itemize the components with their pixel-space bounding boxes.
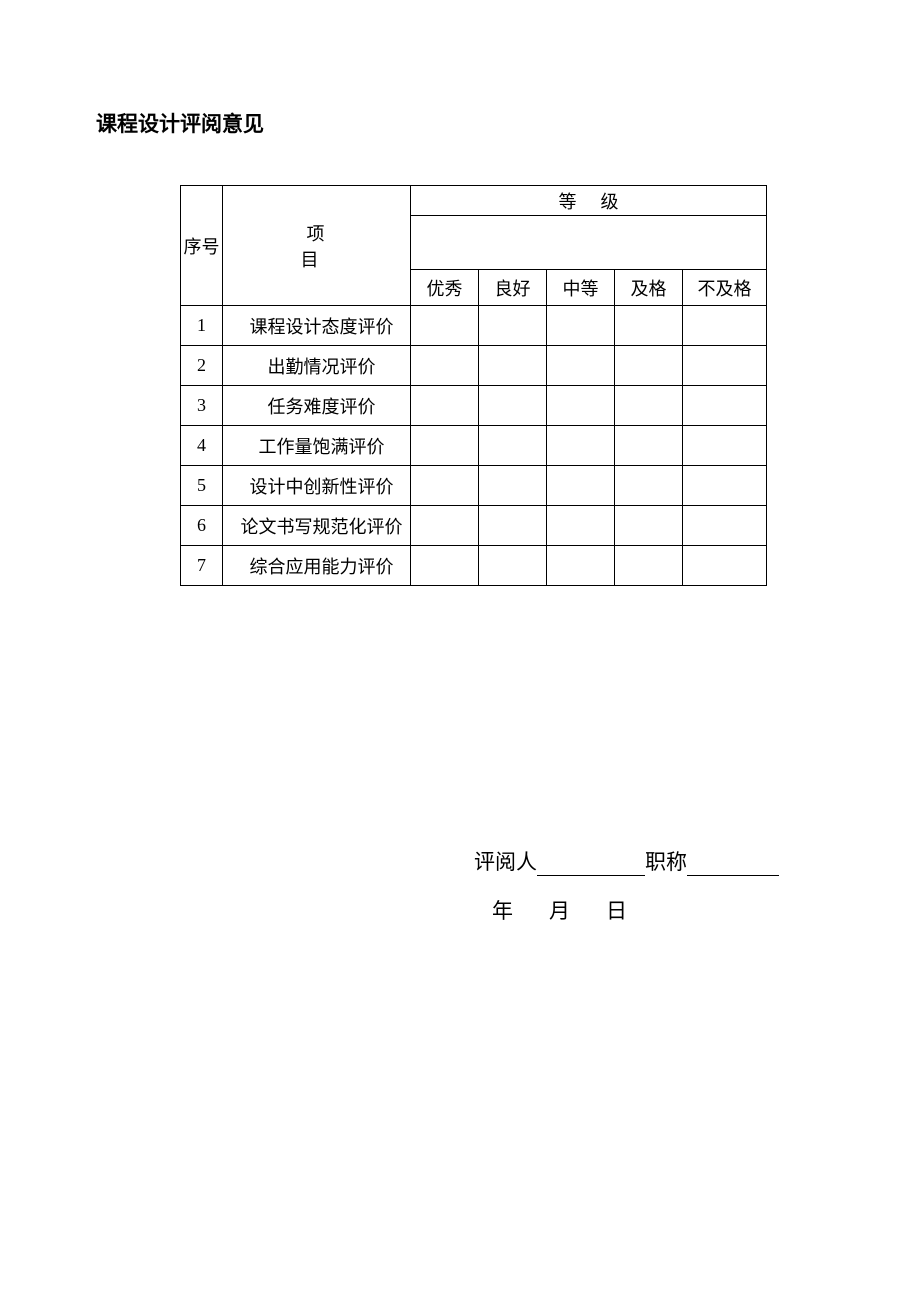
grade-cell[interactable] [683,306,767,346]
row-seq: 1 [181,306,223,346]
header-seq: 序号 [181,186,223,306]
table-row: 7 综合应用能力评价 [181,546,767,586]
date-month: 月 [549,899,570,923]
title-label: 职称 [645,850,687,874]
date-year: 年 [492,899,513,923]
grade-cell[interactable] [479,546,547,586]
row-label: 设计中创新性评价 [223,466,411,506]
row-seq: 6 [181,506,223,546]
grade-cell[interactable] [479,506,547,546]
table-row: 2 出勤情况评价 [181,346,767,386]
title-blank[interactable] [687,855,779,876]
grade-cell[interactable] [683,346,767,386]
grade-cell[interactable] [479,426,547,466]
grade-cell[interactable] [411,386,479,426]
row-seq: 7 [181,546,223,586]
reviewer-label: 评阅人 [474,850,537,874]
grade-cell[interactable] [547,466,615,506]
row-label: 课程设计态度评价 [223,306,411,346]
grade-cell[interactable] [683,506,767,546]
grade-cell[interactable] [683,546,767,586]
table-row: 3 任务难度评价 [181,386,767,426]
grade-cell[interactable] [411,346,479,386]
grade-cell[interactable] [411,506,479,546]
grade-cell[interactable] [411,306,479,346]
page-title: 课程设计评阅意见 [96,108,264,138]
grade-cell[interactable] [411,546,479,586]
header-grade: 等级 [411,186,767,216]
grade-col-1: 良好 [479,270,547,306]
row-label: 综合应用能力评价 [223,546,411,586]
date-day: 日 [606,899,627,923]
grade-cell[interactable] [411,466,479,506]
row-label: 任务难度评价 [223,386,411,426]
signature-block: 评阅人 职称 [474,846,779,876]
grade-cell[interactable] [615,346,683,386]
grade-cell[interactable] [615,466,683,506]
row-label: 工作量饱满评价 [223,426,411,466]
grade-col-4: 不及格 [683,270,767,306]
row-label: 论文书写规范化评价 [223,506,411,546]
row-seq: 4 [181,426,223,466]
table-row: 1 课程设计态度评价 [181,306,767,346]
grade-cell[interactable] [411,426,479,466]
evaluation-table: 序号 项 目 等级 优秀 良好 中等 及格 不及格 1 课程设计态度评价 2 出… [180,185,767,586]
row-seq: 5 [181,466,223,506]
header-grade-spacer [411,216,767,270]
grade-cell[interactable] [615,306,683,346]
grade-cell[interactable] [479,306,547,346]
table-row: 5 设计中创新性评价 [181,466,767,506]
row-seq: 3 [181,386,223,426]
row-seq: 2 [181,346,223,386]
header-item: 项 目 [223,186,411,306]
grade-cell[interactable] [615,426,683,466]
grade-cell[interactable] [547,506,615,546]
grade-cell[interactable] [547,426,615,466]
row-label: 出勤情况评价 [223,346,411,386]
grade-cell[interactable] [547,386,615,426]
table-row: 6 论文书写规范化评价 [181,506,767,546]
grade-col-2: 中等 [547,270,615,306]
grade-cell[interactable] [479,346,547,386]
reviewer-blank[interactable] [537,855,645,876]
grade-cell[interactable] [615,506,683,546]
grade-cell[interactable] [547,546,615,586]
grade-cell[interactable] [615,386,683,426]
grade-cell[interactable] [547,306,615,346]
grade-col-0: 优秀 [411,270,479,306]
grade-cell[interactable] [615,546,683,586]
grade-cell[interactable] [479,466,547,506]
grade-cell[interactable] [479,386,547,426]
table-row: 4 工作量饱满评价 [181,426,767,466]
grade-cell[interactable] [683,466,767,506]
grade-cell[interactable] [547,346,615,386]
grade-cell[interactable] [683,386,767,426]
grade-col-3: 及格 [615,270,683,306]
grade-cell[interactable] [683,426,767,466]
date-block: 年月日 [492,895,663,925]
